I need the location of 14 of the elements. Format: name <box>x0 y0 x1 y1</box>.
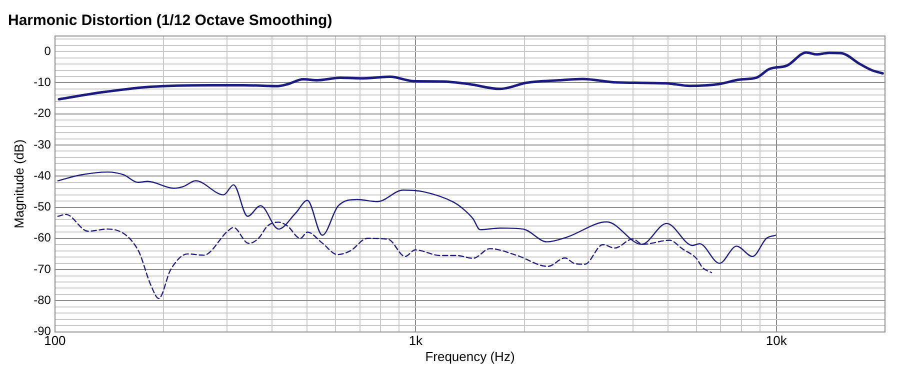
y-axis-title: Magnitude (dB) <box>11 139 26 228</box>
y-tick-label: -70 <box>34 262 52 276</box>
y-tick-label: -30 <box>34 137 52 152</box>
y-tick-label: 0 <box>44 44 52 58</box>
y-tick-label: -80 <box>34 292 52 307</box>
x-axis-title: Frequency (Hz) <box>425 348 515 364</box>
y-tick-label: -40 <box>34 168 52 182</box>
x-tick-label: 1k <box>408 333 424 348</box>
chart-title: Harmonic Distortion (1/12 Octave Smoothing) <box>8 12 332 30</box>
y-tick-label: -20 <box>34 106 52 120</box>
y-tick-label: -60 <box>34 230 52 245</box>
y-tick-label: -10 <box>34 75 52 90</box>
y-tick-label: -50 <box>34 200 52 214</box>
x-tick-label: 10k <box>766 333 788 348</box>
